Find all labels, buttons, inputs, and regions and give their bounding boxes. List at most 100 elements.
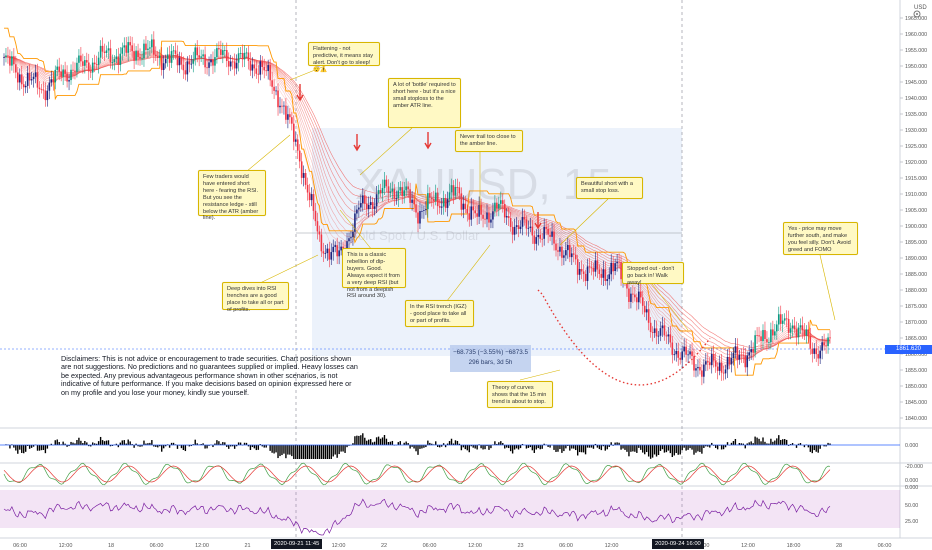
settings-gear-icon[interactable] [912,9,922,19]
macd-histogram-bar [66,445,68,447]
macd-histogram-bar [336,445,338,458]
price-tick-label: 1905.000 [905,208,927,214]
candle-body [647,309,650,323]
macd-histogram-bar [255,445,258,451]
macd-histogram-bar [768,443,770,445]
candle-body [40,89,43,90]
macd-histogram-bar [679,445,681,455]
candle-body [639,291,642,298]
candle-body [799,325,802,328]
candle-body [653,328,656,333]
candle-body [760,336,762,342]
macd-histogram-bar [103,441,106,445]
measure-tool-readout[interactable]: −68.735 (−3.55%) −6873.5 296 bars, 3d 5h [450,345,531,372]
callout-beautiful-short[interactable]: Beautiful short with a small stop loss. [576,177,643,199]
macd-histogram-bar [610,442,612,445]
macd-histogram-bar [182,445,185,450]
macd-histogram-bar [507,445,510,449]
candle-body [269,65,271,81]
stoch-tick-label: 0.000 [905,478,918,484]
price-tick-label: 1860.000 [905,352,927,358]
candle-body [358,207,360,210]
macd-histogram-bar [417,445,419,455]
price-tick-label: 1915.000 [905,176,927,182]
rsi-band [0,490,900,528]
macd-histogram-bar [368,439,370,445]
stoch-tick-label: 0.000 [905,485,918,491]
candle-body [391,188,394,192]
candle-body [815,348,818,355]
candle-body [298,150,301,162]
callout-rebellion[interactable]: This is a classic rebellion of dip-buyer… [342,248,406,299]
macd-histogram-bar [614,442,616,445]
candle-body [24,85,27,88]
macd-histogram-bar [782,439,784,445]
watermark-symbol: XAUUSD [355,160,539,209]
candle-body [533,235,536,244]
candle-body [103,51,106,53]
callout-never-trail[interactable]: Never trail too close to the amber line. [455,130,523,152]
candle-body [50,79,53,83]
candle-body [190,63,193,65]
candle-body [200,56,202,58]
candle-body [320,234,323,252]
callout-few-traders[interactable]: Few traders would have entered short her… [198,170,266,221]
callout-pointer [255,254,319,286]
callout-flattening[interactable]: Flattening - not predictive, it means st… [308,42,380,73]
macd-histogram-bar [413,445,415,449]
callout-deep-dives[interactable]: Deep dives into RSI trenches are a good … [222,282,289,313]
candle-body [253,64,256,69]
candle-body [70,69,72,81]
macd-histogram-bar [655,445,658,457]
candle-body [346,241,348,254]
macd-histogram-bar [326,445,329,459]
candle-body [707,361,709,363]
candle-body [312,194,315,211]
time-axis-label: 23 [517,543,523,549]
candle-body [636,297,638,303]
callout-stopped-out[interactable]: Stopped out - don't go back in! Walk awa… [622,262,684,286]
price-tick-label: 1880.000 [905,288,927,294]
candle-body [468,213,471,220]
macd-histogram-bar [149,442,151,445]
candle-body [655,328,658,337]
candle-body [734,346,737,353]
price-tick-label: 1920.000 [905,160,927,166]
candle-body [172,50,175,52]
candle-body [604,269,607,282]
macd-histogram-bar [364,437,366,445]
candle-body [596,260,599,270]
candle-body [783,318,786,321]
candle-body [192,59,195,64]
macd-histogram-bar [622,445,624,449]
atr-trailing-stop-line [4,27,830,376]
candle-body [523,217,526,220]
macd-histogram-bar [13,445,15,448]
candle-body [442,198,445,207]
callout-bottle[interactable]: A lot of 'bottle' required to short here… [388,78,461,128]
candle-body [184,70,187,75]
candle-body [194,47,197,60]
macd-histogram-bar [291,445,293,457]
callout-yes-price[interactable]: Yes - price may move further south, and … [783,222,858,255]
candle-body [277,90,279,108]
macd-histogram-bar [632,445,634,452]
candle-body [293,123,295,142]
macd-histogram-bar [133,445,135,448]
macd-histogram-bar [464,445,467,450]
macd-histogram-bar [738,442,741,445]
candle-body [334,245,336,247]
macd-histogram-bar [529,445,532,448]
candle-body [107,48,110,51]
macd-histogram-bar [565,445,567,449]
callout-theory-curves[interactable]: Theory of curves shows that the 15 min t… [487,381,553,408]
candle-body [409,189,411,203]
candle-body [369,202,372,206]
macd-histogram-bar [320,445,323,459]
candle-body [111,62,114,63]
candle-body [119,53,122,65]
macd-histogram-bar [127,439,129,445]
candle-body [395,198,398,200]
callout-rsi-trench[interactable]: In the RSI trench (IGZ) - good place to … [405,300,474,327]
